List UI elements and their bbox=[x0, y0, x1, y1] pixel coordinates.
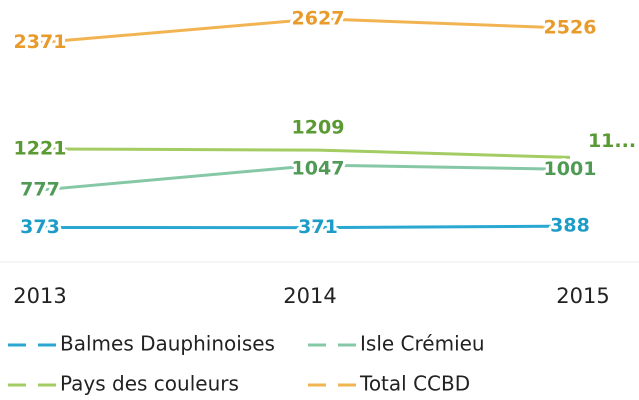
data-label: 2526 bbox=[544, 17, 597, 39]
data-label: 2371 bbox=[14, 31, 67, 53]
x-tick-label: 2014 bbox=[283, 284, 336, 308]
data-label: 1001 bbox=[544, 158, 597, 180]
legend-label: Balmes Dauphinoises bbox=[60, 332, 275, 356]
data-label: 1221 bbox=[14, 137, 67, 159]
data-label: 388 bbox=[550, 215, 590, 237]
x-tick-label: 2015 bbox=[556, 284, 609, 308]
legend-label: Pays des couleurs bbox=[60, 372, 239, 396]
data-label: 1209 bbox=[292, 117, 345, 139]
series-line bbox=[39, 163, 571, 192]
data-label: 1047 bbox=[292, 158, 345, 180]
data-label: 11... bbox=[588, 130, 636, 152]
x-tick-label: 2013 bbox=[13, 284, 66, 308]
data-label: 371 bbox=[298, 216, 338, 238]
data-label: 777 bbox=[20, 179, 60, 201]
legend-label: Total CCBD bbox=[359, 372, 470, 396]
data-label: 2627 bbox=[292, 7, 345, 29]
series-line bbox=[39, 17, 571, 44]
series-line bbox=[39, 224, 571, 230]
series-line bbox=[39, 147, 571, 159]
legend-label: Isle Crémieu bbox=[360, 332, 485, 356]
data-label: 373 bbox=[20, 216, 60, 238]
